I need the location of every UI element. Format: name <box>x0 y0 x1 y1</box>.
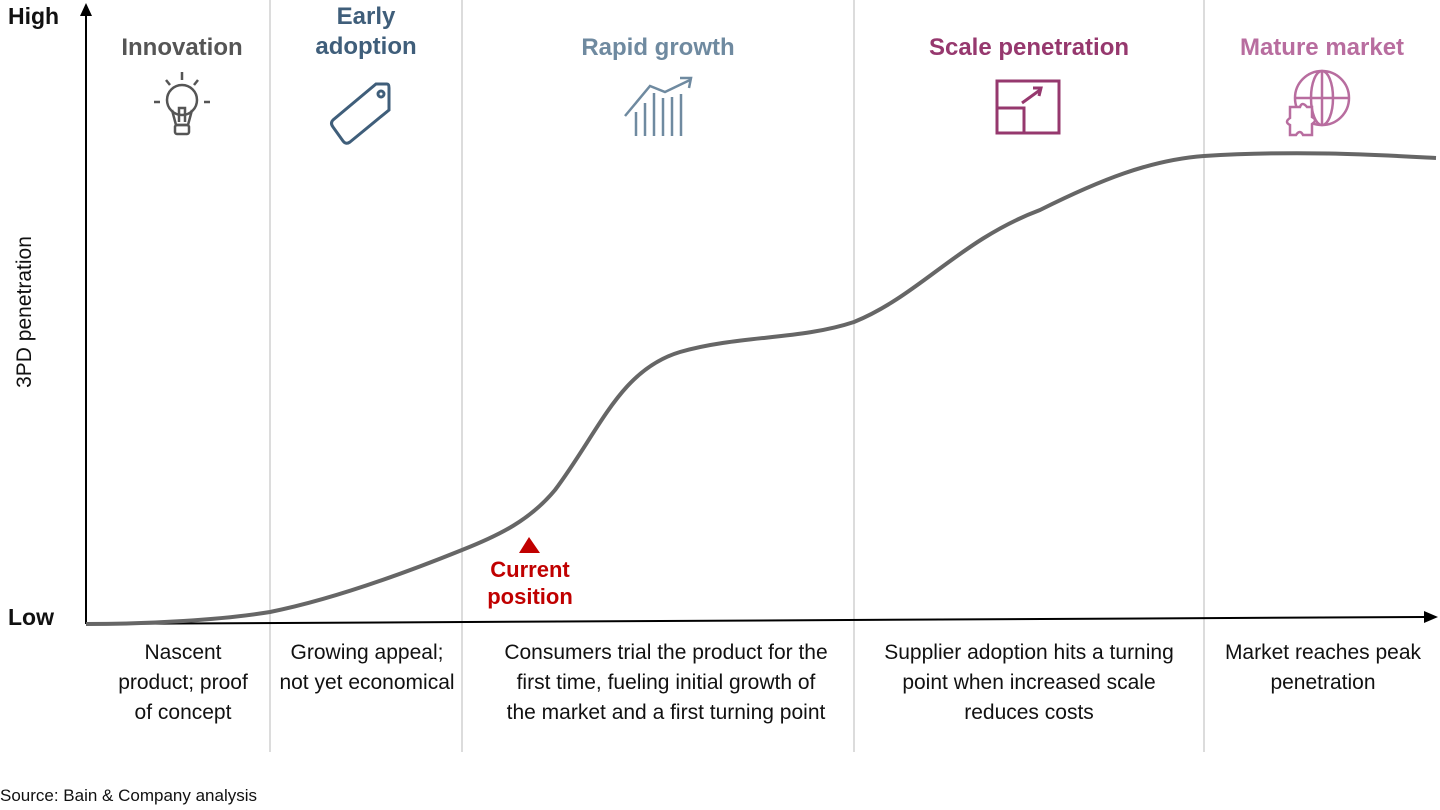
current-position-label: Current position <box>487 557 573 609</box>
y-axis-arrow-icon <box>80 3 92 16</box>
lightbulb-icon <box>154 72 210 136</box>
phase-title-early-adoption: Early adoption <box>315 3 417 60</box>
phase-description-scale-penetration: Supplier adoption hits a turning point w… <box>884 641 1174 724</box>
phase-description-rapid-growth: Consumers trial the product for the firs… <box>504 641 828 724</box>
x-axis-arrow-icon <box>1424 611 1438 623</box>
x-axis <box>85 616 1426 625</box>
phase-title-scale-penetration: Scale penetration <box>928 34 1130 61</box>
price-tag-icon <box>330 82 391 145</box>
phase-description-mature-market: Market reaches peak penetration <box>1224 641 1422 694</box>
scale-expand-icon <box>995 79 1061 135</box>
source-note: Source: Bain & Company analysis <box>0 786 258 805</box>
y-axis-title: 3PD penetration <box>13 236 36 388</box>
phase-title-mature-market: Mature market <box>1239 34 1405 61</box>
phase-title-rapid-growth: Rapid growth <box>581 34 735 61</box>
phase-title-innovation: Innovation <box>121 34 243 61</box>
globe-puzzle-icon <box>1285 69 1351 137</box>
s-curve <box>85 151 1437 626</box>
growth-chart-icon <box>624 76 693 136</box>
phase-description-early-adoption: Growing appeal; not yet economical <box>279 641 455 694</box>
y-axis-low-label: Low <box>8 604 54 630</box>
current-position-marker-icon <box>519 537 540 553</box>
y-axis-high-label: High <box>8 3 60 29</box>
phase-description-innovation: Nascent product; proof of concept <box>118 641 248 724</box>
